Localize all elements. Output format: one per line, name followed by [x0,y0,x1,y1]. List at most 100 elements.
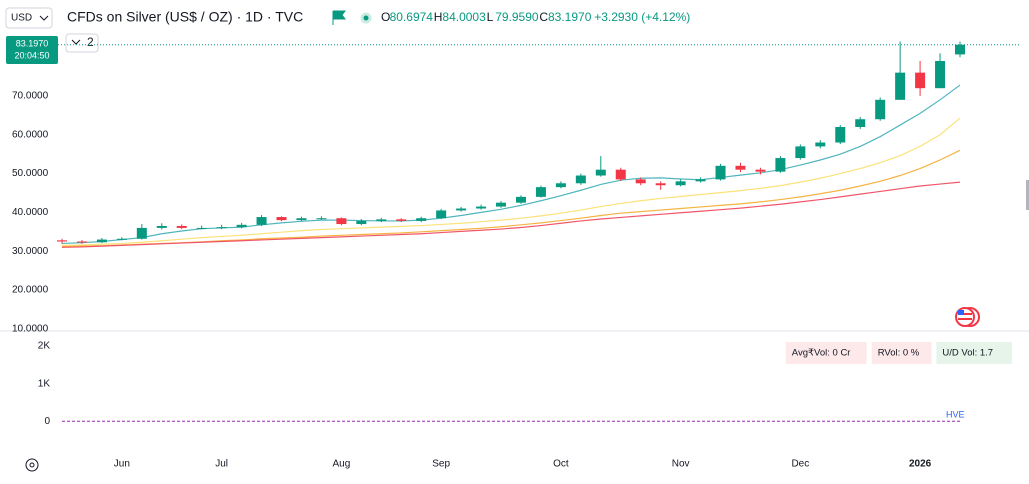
ohlc-key: O [381,10,390,24]
y-tick-label: 60.0000 [12,129,49,140]
ohlc-value: 84.0003 [442,10,486,24]
candle-body [276,217,287,221]
market-status [360,12,372,24]
chevron [71,39,81,45]
candle-body [136,227,147,239]
ohlc-value: 83.1970 [548,10,592,24]
ohlc-value: 80.6974 [390,10,434,24]
candle-body [795,146,806,159]
indicator-toggle[interactable] [65,33,99,53]
y-tick-label: 70.0000 [12,91,49,102]
settings-icon-core [29,462,35,468]
candle-body [316,218,327,220]
candle-body [236,224,247,228]
price-tag-value: 83.1970 [16,38,49,48]
candle-body [476,206,487,209]
candle-body [675,181,686,186]
y-tick-label: 20.0000 [12,285,49,296]
x-tick-label: 2026 [909,459,932,470]
stat-text: Avg₹Vol: 0 Cr [792,348,851,359]
y-tick-label: 10.0000 [12,323,49,334]
price-tag [6,36,58,64]
y-tick-label: 30.0000 [12,246,49,257]
candle-body [515,196,526,203]
countdown: 20:04:50 [14,50,49,60]
x-tick-label: Sep [432,459,450,470]
candle-body [815,142,826,147]
volume-marker: HVE [946,409,965,419]
candle-body [57,240,67,242]
moving-average [61,117,961,246]
volume-tick-label: 2K [38,341,51,352]
volume-tick-label: 1K [38,378,51,389]
candle-body [176,225,187,228]
candle-body [396,219,407,221]
stat-text: U/D Vol: 1.7 [942,348,993,359]
settings-icon[interactable] [25,458,39,472]
ohlc-value: 79.9590 [495,10,539,24]
candle-body [655,183,666,186]
candle-body [755,169,766,172]
candle-body [855,119,866,127]
candle-body [715,165,726,180]
candle-body [456,208,467,211]
change: +3.2930 (+4.12%) [594,10,690,24]
y-tick-label: 50.0000 [12,168,49,179]
candle-body [296,218,307,221]
currency: USD [11,13,32,24]
candle-body [735,165,746,170]
currency-button[interactable] [5,7,53,29]
candle-body [156,225,167,228]
flag-icon[interactable] [332,10,346,25]
candle-body [436,210,447,219]
candle-body [256,217,267,225]
candle-body [356,220,367,225]
stat-text: RVol: 0 % [878,348,920,359]
ohlc-key: L [487,10,494,24]
candle-body [835,126,846,143]
candle-body [216,227,227,229]
moving-average [61,84,961,245]
candle-body [615,169,626,180]
candle-body [875,99,886,120]
candle-body [895,72,906,100]
candle-body [416,218,427,221]
candle-body [915,72,926,89]
candle-body [496,202,507,207]
scrollbar[interactable] [1026,180,1029,210]
candle-body [935,61,946,89]
x-tick-label: Aug [332,459,350,470]
candle-body [575,175,586,184]
candle-body [76,241,87,243]
candle-body [196,227,207,229]
candle-body [116,238,127,240]
candle-body [96,239,107,243]
stat-badge [785,342,867,364]
indicator-count: 2 [87,35,94,49]
candle-body [535,187,546,197]
symbol-title[interactable]: CFDs on Silver (US$ / OZ) · 1D · TVC [67,9,303,25]
y-tick-label: 40.0000 [12,207,49,218]
ohlc-key: C [539,10,548,24]
x-tick-label: Nov [672,459,690,470]
x-tick-label: Dec [791,459,809,470]
chevron [39,15,49,21]
candle-body [376,219,387,221]
candle-body [555,183,566,188]
candle-body [955,44,965,55]
moving-average [61,181,961,248]
volume-tick-label: 0 [44,416,50,427]
x-tick-label: Jul [215,459,228,470]
ohlc-key: H [434,10,443,24]
candle-body [635,179,646,184]
country-badge [955,307,980,327]
stat-badge [936,342,1012,364]
candle-body [695,179,706,182]
stat-badge [871,342,932,364]
x-tick-label: Oct [553,459,569,470]
candle-body [595,169,606,176]
candle-body [775,158,786,172]
x-tick-label: Jun [114,459,130,470]
